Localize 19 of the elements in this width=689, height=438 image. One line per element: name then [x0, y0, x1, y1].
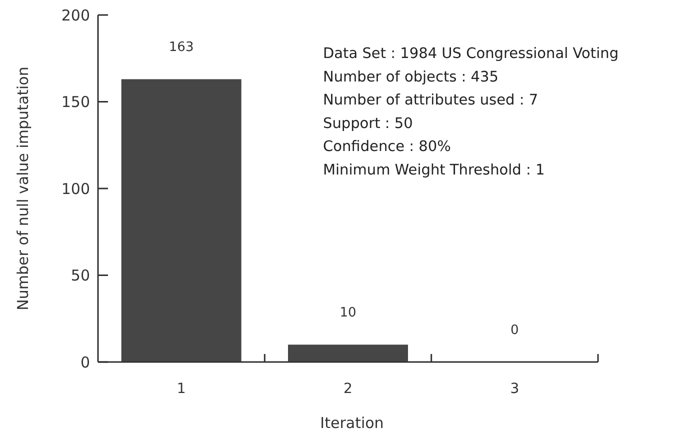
y-tick-label: 0: [80, 353, 90, 372]
y-tick-label: 100: [61, 180, 90, 198]
annotation: Confidence : 80%: [323, 139, 451, 156]
y-tick-label: 150: [61, 93, 90, 111]
annotation: Support : 50: [323, 116, 413, 132]
y-axis-title: Number of null value imputation: [14, 66, 32, 310]
x-tick-label: 1: [176, 381, 186, 397]
x-tick-label: 3: [510, 381, 520, 397]
annotation: Minimum Weight Threshold : 1: [323, 162, 545, 178]
data-label: 163: [168, 40, 194, 56]
x-axis-title: Iteration: [320, 414, 384, 432]
annotation: Number of attributes used : 7: [323, 92, 538, 109]
data-label: 0: [510, 323, 519, 338]
x-tick-label: 2: [344, 381, 352, 397]
data-label: 10: [340, 306, 356, 321]
annotation: Data Set : 1984 US Congressional Voting: [323, 46, 619, 62]
annotation: Number of objects : 435: [323, 69, 498, 86]
y-tick-label: 50: [70, 266, 90, 284]
y-tick-label: 200: [61, 6, 90, 24]
